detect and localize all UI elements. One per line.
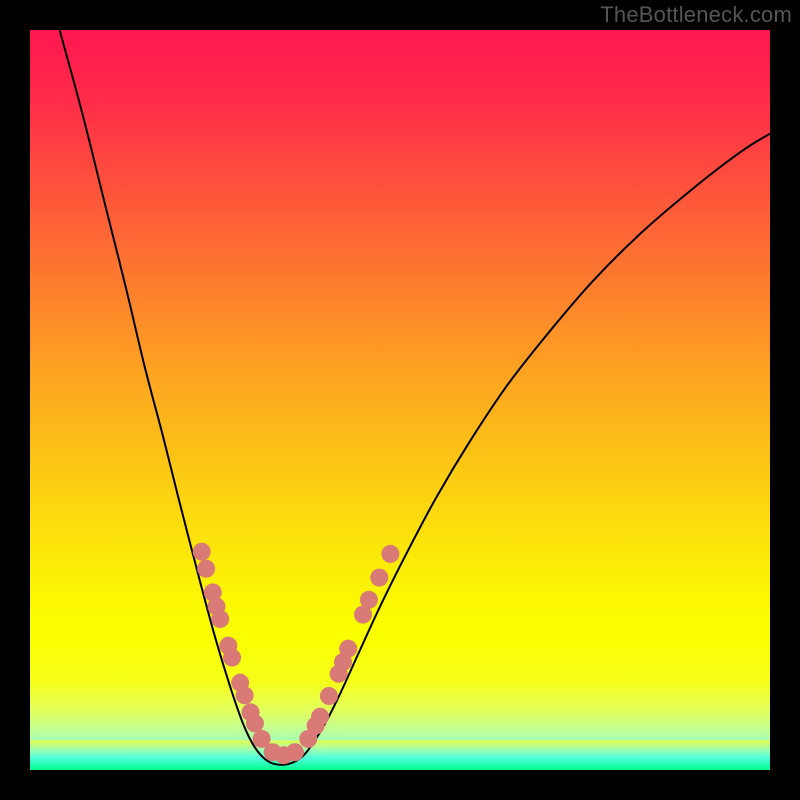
data-point [223,649,241,667]
green-band [30,740,770,770]
data-point [320,687,338,705]
data-point [339,640,357,658]
chart-area [30,30,770,770]
data-point [370,569,388,587]
chart-svg [30,30,770,770]
data-point [193,543,211,561]
data-point [311,708,329,726]
watermark-text: TheBottleneck.com [600,2,792,28]
data-point [211,610,229,628]
data-point [197,560,215,578]
data-point [286,743,304,761]
chart-background [30,30,770,770]
data-point [381,545,399,563]
data-point [236,686,254,704]
data-point [246,714,264,732]
data-point [360,591,378,609]
